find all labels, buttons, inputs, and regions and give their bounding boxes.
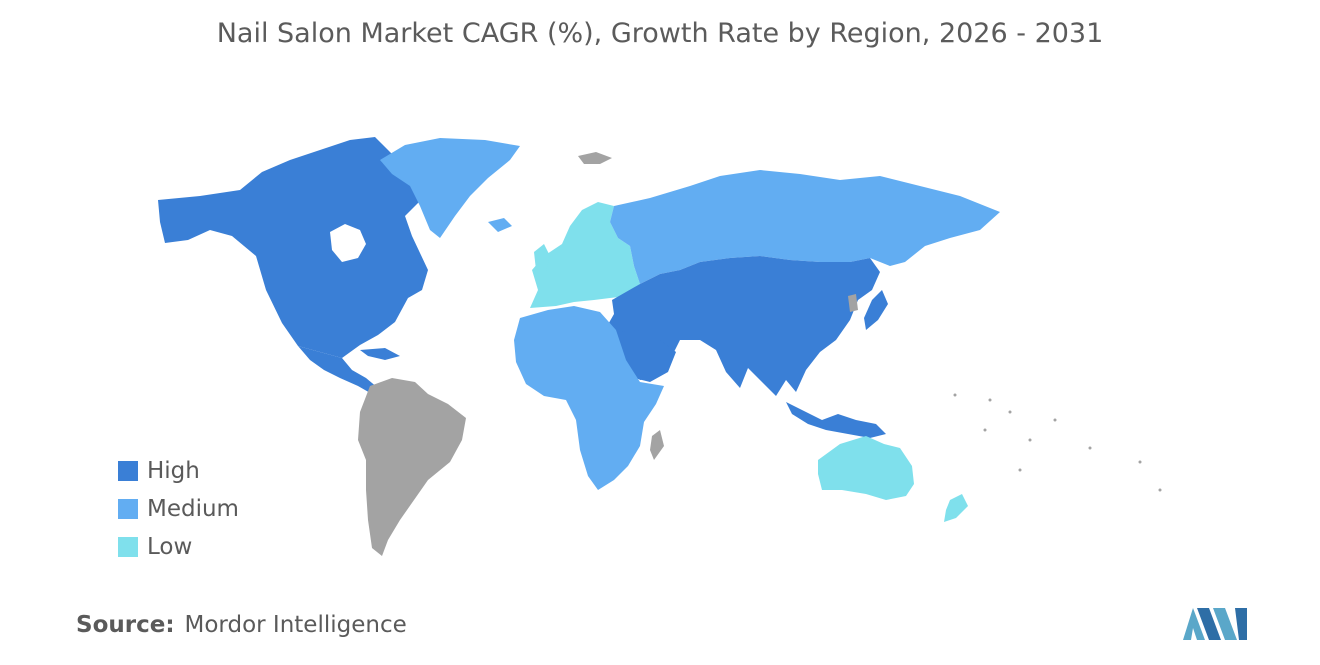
legend-label-high: High — [147, 458, 200, 484]
region-korea — [848, 294, 858, 312]
region-africa — [514, 306, 664, 490]
region-north-america — [158, 137, 428, 358]
region-russia — [610, 170, 1000, 284]
legend-swatch-high — [118, 461, 138, 481]
region-greenland — [380, 138, 520, 238]
region-south-america — [358, 378, 466, 556]
legend-swatch-medium — [118, 499, 138, 519]
map-legend: High Medium Low — [118, 452, 239, 566]
source-line: Source: Mordor Intelligence — [76, 612, 407, 638]
legend-swatch-low — [118, 537, 138, 557]
legend-item-high: High — [118, 452, 239, 490]
mordor-intelligence-logo-icon — [1183, 608, 1247, 640]
hudson-bay — [330, 224, 366, 262]
region-asia — [606, 256, 880, 396]
pacific-islands — [953, 393, 1162, 492]
region-se-asia-islands — [786, 402, 886, 438]
region-europe — [530, 202, 640, 308]
region-madagascar — [650, 430, 664, 460]
chart-title: Nail Salon Market CAGR (%), Growth Rate … — [216, 18, 1104, 49]
region-caribbean — [360, 348, 400, 360]
source-text: Mordor Intelligence — [184, 612, 407, 638]
region-australia — [818, 436, 914, 500]
region-new-zealand — [944, 494, 968, 522]
legend-label-medium: Medium — [147, 496, 239, 522]
region-svalbard — [578, 152, 612, 164]
region-japan — [864, 290, 888, 330]
region-iceland — [488, 218, 512, 232]
legend-label-low: Low — [147, 534, 193, 560]
region-uk — [534, 244, 550, 272]
legend-item-low: Low — [118, 528, 239, 566]
source-label: Source: — [76, 612, 175, 638]
region-central-america — [298, 346, 378, 394]
legend-item-medium: Medium — [118, 490, 239, 528]
